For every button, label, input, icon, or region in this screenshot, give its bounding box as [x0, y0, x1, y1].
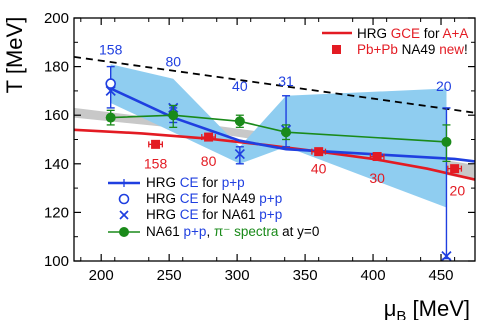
energy-label-pp: 40 [232, 78, 248, 94]
x-tick-label: 200 [89, 267, 114, 284]
legend-entry-na61-data: NA61 p+p, π⁻ spectra at y=0 [146, 224, 319, 239]
marks-layer [105, 78, 463, 261]
x-tick-label: 400 [361, 267, 386, 284]
y-tick-label: 120 [44, 204, 69, 221]
legend-swatch-pbpb [332, 45, 341, 54]
legend-text-part: Pb+Pb [357, 42, 398, 57]
pbpb-point [314, 147, 324, 157]
legend-layer: HRG GCE for A+APb+Pb NA49 new!HRG CE for… [108, 26, 468, 239]
legend-swatch-na61-cross [119, 210, 129, 220]
x-tick-label: 300 [225, 267, 250, 284]
legend-entry-pbpb: Pb+Pb NA49 new! [357, 42, 468, 57]
energy-label-pp: 31 [278, 73, 294, 89]
legend-swatch-na49 [118, 193, 130, 205]
legend-text-part: HRG [146, 207, 180, 222]
legend-entry-na49: HRG CE for NA49 p+p [146, 191, 282, 206]
na61-hrg-ce-cross [441, 251, 452, 261]
y-tick-label: 200 [44, 10, 69, 27]
pbpb-point [450, 164, 460, 174]
energy-label-pbpb: 30 [369, 170, 385, 186]
dashed-line [74, 56, 475, 114]
legend-text-part: for [420, 26, 443, 41]
y-axis-label: T [MeV] [2, 17, 27, 94]
x-tick-label: 250 [157, 267, 182, 284]
legend-entry-hrg-gce: HRG GCE for A+A [357, 26, 468, 41]
energy-label-pbpb: 158 [144, 156, 168, 172]
energy-label-pp: 80 [165, 54, 181, 70]
legend-text-part: p+p [222, 175, 245, 190]
legend-text-part: π⁻ spectra [214, 224, 279, 239]
legend-text-part: for [199, 175, 222, 190]
na49-hrg-ce-point [105, 78, 117, 89]
legend-text-part: ! [464, 42, 468, 57]
x-tick-label: 350 [293, 267, 318, 284]
legend-text-part: p+p [259, 191, 282, 206]
pbpb-point [151, 139, 161, 149]
legend-entry-na61-hrg: HRG CE for NA61 p+p [146, 207, 282, 222]
annotations-layer: 158 80 40 31 20 158 80 40 30 20 [99, 41, 465, 198]
energy-label-pbpb: 20 [450, 182, 466, 198]
legend-text-part: CE [180, 207, 199, 222]
hrg-ce-line [110, 87, 475, 163]
energy-label-pbpb: 40 [311, 161, 327, 177]
legend-text-part: HRG [146, 175, 180, 190]
legend-text-part: HRG [146, 191, 180, 206]
x-axis-label: μB [MeV] [384, 296, 470, 320]
axes-layer: 200 250 300 350 400 450 100 120 140 160 180 200 [44, 10, 476, 284]
na61-point [441, 136, 452, 147]
na61-point [168, 110, 179, 121]
legend-text-part: GCE [391, 26, 420, 41]
hrg-gce-line [74, 128, 475, 181]
na61-hrg-ce-cross [105, 85, 116, 97]
y-tick-label: 100 [44, 253, 69, 270]
pbpb-point [372, 152, 382, 162]
legend-text-part: at y=0 [278, 224, 319, 239]
y-tick-label: 180 [44, 59, 69, 76]
na61-point [105, 112, 116, 123]
y-tick-label: 140 [44, 156, 69, 173]
legend-text-part: new [439, 42, 464, 57]
lines-layer [74, 56, 475, 260]
legend-text-part: NA61 [146, 224, 184, 239]
na61-hrg-ce-cross [234, 148, 245, 160]
pbpb-point [204, 132, 214, 142]
legend-text-part: p+p [259, 207, 282, 222]
legend-text-part: HRG [357, 26, 391, 41]
y-tick-label: 160 [44, 107, 69, 124]
na61-point [281, 127, 292, 138]
legend-swatch-na61-point [119, 227, 129, 237]
legend-text-part: for NA61 [199, 207, 260, 222]
legend-text-part: CE [180, 191, 199, 206]
legend-entry-hrg-ce: HRG CE for p+p [146, 175, 245, 190]
legend-text-part: A+A [443, 26, 469, 41]
legend-text-part: , [206, 224, 214, 239]
legend-text-part: NA49 [398, 42, 439, 57]
legend-text-part: CE [180, 175, 199, 190]
bands-layer [74, 64, 475, 208]
energy-label-pp: 158 [99, 41, 123, 57]
energy-label-pbpb: 80 [201, 153, 217, 169]
blue-band [110, 64, 447, 208]
legend-text-part: p+p [184, 224, 207, 239]
x-tick-label: 450 [429, 267, 454, 284]
na61-point [234, 116, 245, 127]
energy-label-pp: 20 [436, 78, 452, 94]
legend-text-part: for NA49 [199, 191, 260, 206]
